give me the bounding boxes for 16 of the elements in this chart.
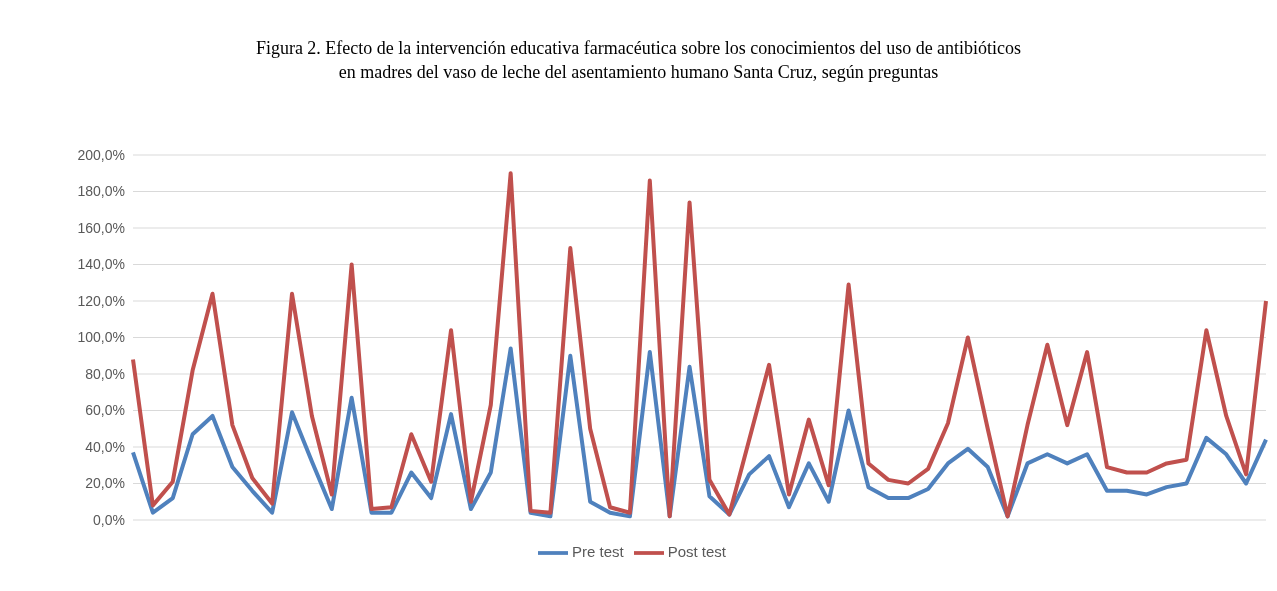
y-tick-label: 60,0% [85,402,125,419]
y-tick-label: 160,0% [77,219,125,236]
y-tick-label: 100,0% [77,329,125,346]
y-tick-label: 120,0% [77,292,125,309]
y-tick-label: 140,0% [77,256,125,273]
y-tick-label: 200,0% [77,146,125,163]
y-tick-label: 20,0% [85,475,125,492]
y-tick-label: 0,0% [93,511,125,528]
line-series [131,346,1268,519]
y-tick-label: 40,0% [85,438,125,455]
y-tick-label: 180,0% [77,183,125,200]
y-tick-label: 80,0% [85,365,125,382]
legend-label: Pre test [571,542,624,560]
line-series [131,171,1268,519]
legend-label: Post test [667,542,727,560]
chart-title: Figura 2. Efecto de la intervención educativa farmacéutica sobre los conocimientos del uso de antibióticos en madres del vaso de leche del asentamiento humano Santa Cruz, según preguntas [254,37,1023,84]
